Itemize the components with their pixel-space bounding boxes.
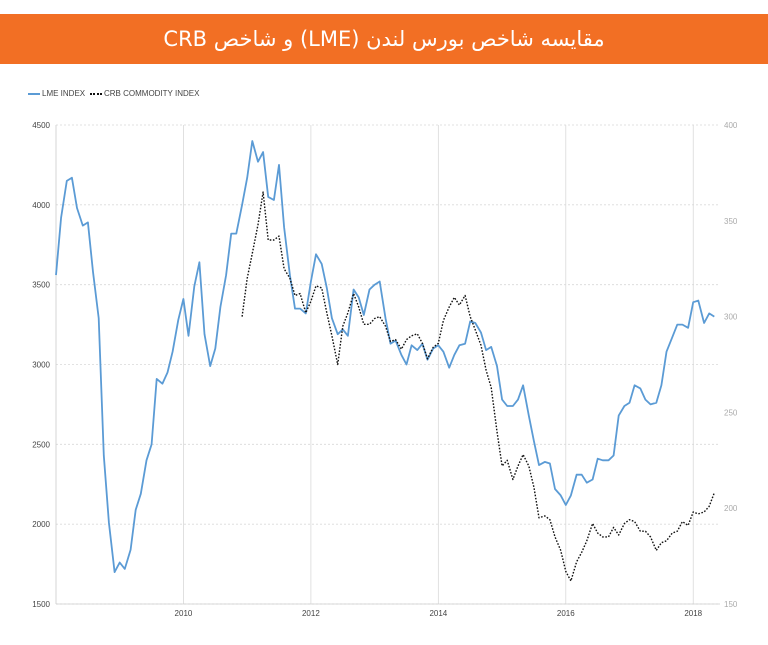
y-right-tick-label: 150	[724, 600, 738, 609]
y-left-tick-label: 2000	[32, 520, 50, 529]
legend-label-lme: LME INDEX	[42, 89, 86, 98]
y-left-tick-label: 2500	[32, 440, 50, 449]
y-right-tick-label: 300	[724, 313, 738, 322]
y-left-tick-label: 3500	[32, 281, 50, 290]
series-line-crb	[241, 191, 715, 582]
legend-swatch-crb	[90, 93, 102, 95]
title-banner: مقایسه شاخص بورس لندن (LME) و شاخص CRB	[0, 14, 768, 64]
chart-title: مقایسه شاخص بورس لندن (LME) و شاخص CRB	[163, 27, 605, 51]
y-left-tick-label: 4000	[32, 201, 50, 210]
y-right-tick-label: 200	[724, 504, 738, 513]
series-line-lme	[55, 140, 715, 573]
legend-swatch-lme	[28, 93, 40, 95]
y-left-tick-label: 4500	[32, 121, 50, 130]
y-right-tick-label: 250	[724, 408, 738, 417]
x-tick-label: 2010	[175, 609, 193, 618]
y-left-tick-label: 1500	[32, 600, 50, 609]
x-tick-label: 2018	[684, 609, 702, 618]
x-tick-label: 2016	[557, 609, 575, 618]
y-left-tick-label: 3000	[32, 361, 50, 370]
y-right-tick-label: 400	[724, 121, 738, 130]
x-tick-label: 2014	[429, 609, 447, 618]
y-right-tick-label: 350	[724, 217, 738, 226]
x-tick-label: 2012	[302, 609, 320, 618]
legend-label-crb: CRB COMMODITY INDEX	[104, 89, 200, 98]
